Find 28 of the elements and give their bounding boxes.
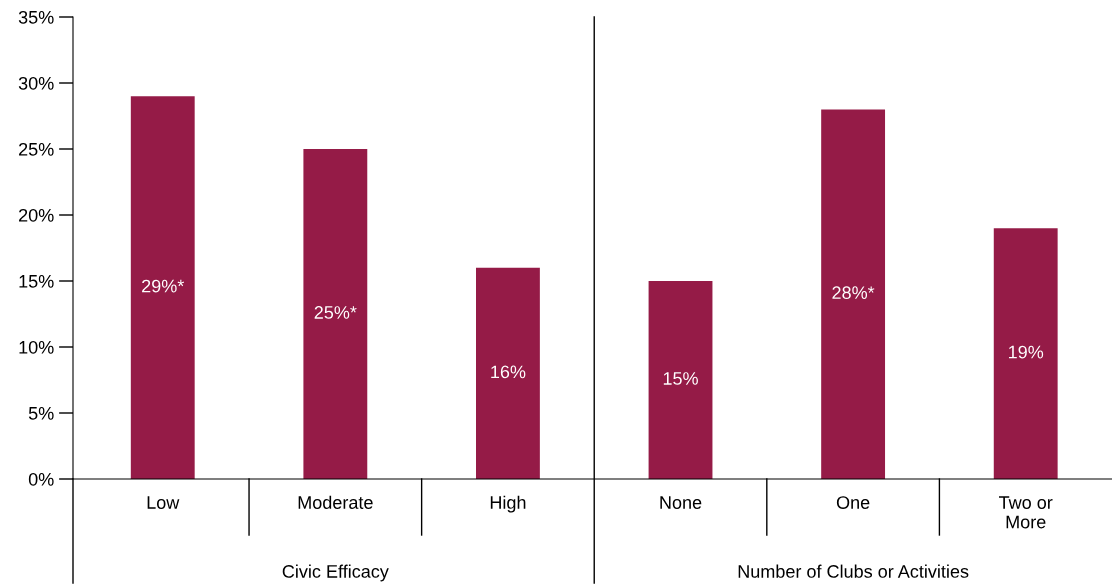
text: Civic Efficacy <box>282 564 389 582</box>
y-tick-label: 20% <box>19 208 54 222</box>
y-tick-label: 0% <box>28 472 54 486</box>
x-tick-label: Two or More <box>999 496 1053 529</box>
bar <box>476 267 540 479</box>
y-tick-label: 25% <box>19 142 54 156</box>
x-tick-label: Moderate <box>298 495 373 509</box>
bar <box>130 96 195 479</box>
data-label: 16% <box>491 365 526 379</box>
data-label: 15% <box>663 372 698 385</box>
y-tick-label: 30% <box>18 76 54 90</box>
x-tick-label: None <box>660 496 702 509</box>
data-label: 29%* <box>142 279 185 293</box>
x-tick-label: High <box>490 495 526 513</box>
bar <box>993 228 1058 479</box>
y-tick-label: 5% <box>28 407 54 420</box>
y-tick-label: 35% <box>18 10 54 24</box>
bar <box>303 149 368 479</box>
bar <box>648 281 713 479</box>
y-tick-label: 15% <box>19 275 54 288</box>
y-tick-label: 10% <box>19 340 54 354</box>
text: Number of Clubs or Activities <box>738 564 969 578</box>
data-label: 25%* <box>314 306 357 319</box>
x-tick-label: Low <box>147 496 180 509</box>
data-label: 19% <box>1009 345 1044 359</box>
x-tick-label: One <box>836 496 870 509</box>
bar <box>821 109 886 479</box>
data-label: 28%* <box>832 286 875 300</box>
